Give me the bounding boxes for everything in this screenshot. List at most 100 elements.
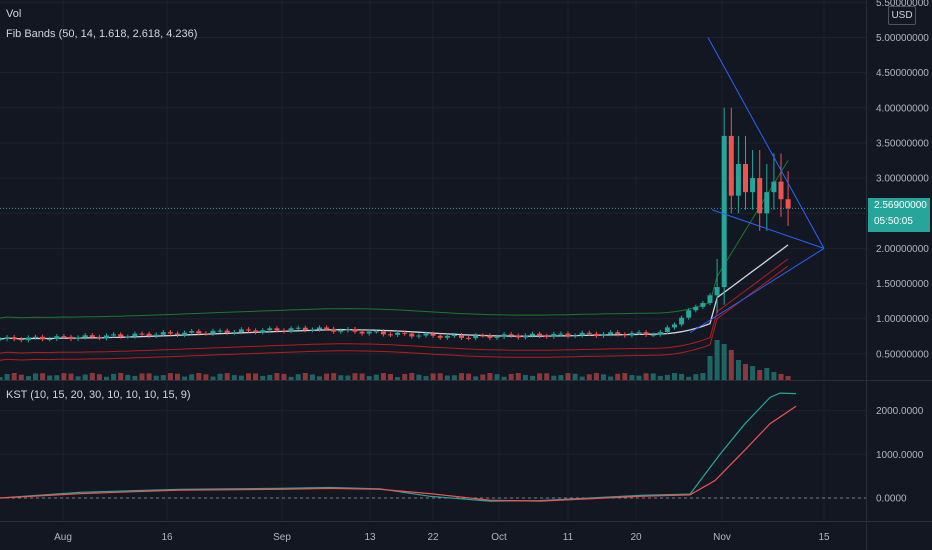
volume-bar <box>423 376 429 380</box>
volume-bar <box>735 360 741 380</box>
candle-body <box>118 334 124 337</box>
volume-bar <box>18 374 24 380</box>
volume-bar <box>111 373 117 380</box>
volume-bar <box>565 373 571 380</box>
candle-body <box>302 327 308 331</box>
volume-bar <box>380 373 386 380</box>
price-tick-label: 1.00000000 <box>876 314 929 325</box>
volume-bar <box>395 376 401 380</box>
candle-body <box>11 337 17 340</box>
volume-bar <box>317 376 322 380</box>
candle-body <box>558 333 564 335</box>
candle-body <box>246 329 251 331</box>
price-tick-label: 4.00000000 <box>876 103 929 114</box>
candle-body <box>601 334 606 336</box>
candle-body <box>579 332 585 336</box>
volume-bar <box>608 376 614 380</box>
volume-bar <box>47 375 53 380</box>
candle-body <box>338 330 344 332</box>
candlesticks <box>0 107 791 343</box>
time-tick-label: Oct <box>491 532 507 543</box>
candle-body <box>409 333 415 337</box>
candle-body <box>444 335 450 338</box>
kst-legend[interactable]: KST (10, 15, 20, 30, 10, 10, 10, 15, 9) <box>6 389 191 401</box>
volume-bar <box>167 373 173 380</box>
volume-bar <box>480 374 486 380</box>
volume-bar <box>146 373 152 380</box>
candle-body <box>686 310 692 318</box>
time-tick-label: Sep <box>273 532 291 543</box>
volume-bar <box>89 373 95 380</box>
candle-body <box>650 334 656 336</box>
candle-body <box>664 327 670 332</box>
volume-bar <box>636 375 642 380</box>
candle-body <box>238 329 244 333</box>
candle-body <box>295 327 301 329</box>
candle-body <box>182 332 188 336</box>
volume-bar <box>175 373 180 380</box>
volume-bar <box>281 373 287 380</box>
volume-bar <box>615 373 621 380</box>
candle-body <box>139 333 145 335</box>
upper-trendline <box>707 37 825 249</box>
volume-bar <box>75 376 81 380</box>
candle-body <box>785 199 791 209</box>
time-tick-label: 20 <box>630 532 642 543</box>
volume-bar <box>196 373 202 380</box>
volume-bar <box>679 373 685 380</box>
volume-bar <box>345 375 351 380</box>
candle-body <box>104 335 109 339</box>
volume-bar <box>437 373 443 380</box>
candle-body <box>217 330 223 332</box>
volume-bar <box>253 373 259 380</box>
candle-body <box>629 332 635 336</box>
candle-body <box>515 335 521 338</box>
kst-axis[interactable]: 0.0000 1000.0000 2000.0000 <box>876 406 924 504</box>
volume-bar <box>579 376 585 380</box>
volume-bar <box>451 375 457 380</box>
volume-bar <box>68 373 74 380</box>
fib-bands-legend[interactable]: Fib Bands (50, 14, 1.618, 2.618, 4.236) <box>6 28 198 40</box>
time-tick-label: 22 <box>427 532 439 543</box>
candle-body <box>672 324 677 328</box>
candle-body <box>359 331 365 334</box>
volume-bar <box>537 373 543 380</box>
kst-tick-label: 1000.0000 <box>876 450 924 461</box>
candle-body <box>735 164 741 196</box>
volume-bar <box>203 374 209 380</box>
candle-body <box>402 332 408 334</box>
candle-body <box>366 331 372 334</box>
candle-body <box>750 178 756 193</box>
volume-bar <box>686 376 692 380</box>
vol-legend[interactable]: Vol <box>6 8 22 20</box>
volume-bar <box>288 376 294 380</box>
volume-bar <box>182 376 188 380</box>
price-tick-label: 4.50000000 <box>876 68 929 79</box>
candle-body <box>693 306 699 311</box>
kst-line <box>0 392 797 502</box>
volume-bar <box>373 374 379 380</box>
volume-bar <box>189 374 195 380</box>
volume-bar <box>501 376 507 380</box>
candle-body <box>160 332 166 335</box>
candle-body <box>388 334 393 336</box>
fib-lower-band <box>0 265 789 361</box>
volume-bar <box>388 374 393 380</box>
candle-body <box>721 135 727 288</box>
volume-bar <box>757 370 763 380</box>
candle-body <box>679 317 685 325</box>
candle-body <box>743 164 748 193</box>
price-tick-label: 1.50000000 <box>876 279 929 290</box>
fib-upper-band <box>0 160 789 319</box>
volume-bar <box>402 374 408 380</box>
volume-bar <box>721 344 727 380</box>
candle-body <box>224 330 230 333</box>
price-axis[interactable]: 0.50000000 1.00000000 1.50000000 2.00000000… <box>876 0 929 360</box>
currency-label[interactable]: USD <box>888 6 916 25</box>
time-axis[interactable]: Aug 16 Sep 13 22 Oct 11 20 Nov 15 <box>54 532 830 543</box>
volume-bar <box>260 375 266 380</box>
support-trendline <box>689 247 825 334</box>
candle-body <box>231 332 237 334</box>
volume-bar <box>309 374 315 380</box>
